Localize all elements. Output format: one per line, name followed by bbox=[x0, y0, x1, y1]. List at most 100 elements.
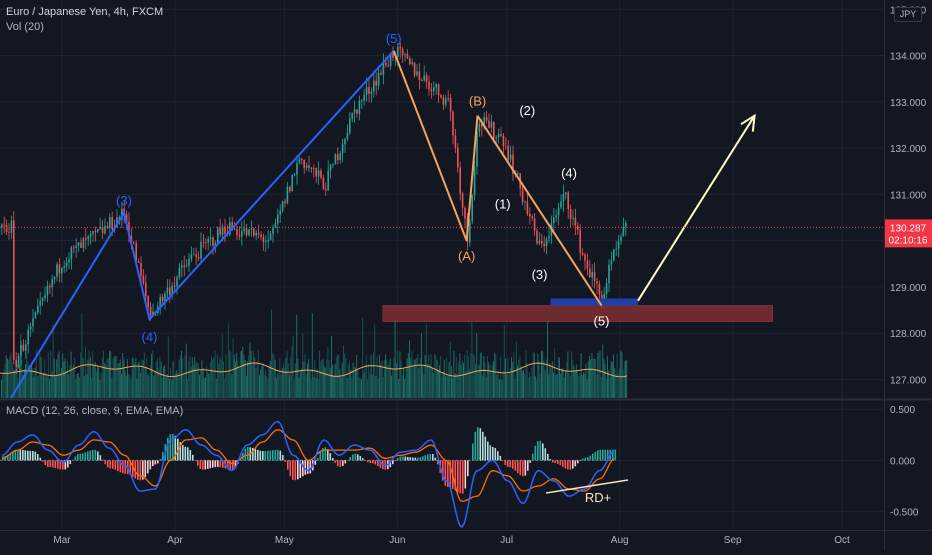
macd-histogram-bar bbox=[79, 453, 82, 461]
volume-bar bbox=[518, 359, 520, 398]
candle-body bbox=[219, 228, 221, 235]
volume-bar bbox=[368, 363, 370, 398]
volume-bar bbox=[122, 353, 124, 398]
candle-body bbox=[25, 344, 27, 351]
currency-button[interactable]: JPY bbox=[894, 7, 922, 22]
volume-bar bbox=[501, 379, 503, 398]
macd-histogram-bar bbox=[47, 460, 49, 467]
volume-bar bbox=[11, 362, 13, 398]
volume-bar bbox=[233, 354, 235, 398]
candle-body bbox=[505, 145, 507, 147]
candle-body bbox=[593, 272, 596, 282]
candle-body bbox=[517, 173, 519, 175]
volume-bar bbox=[566, 362, 568, 398]
volume-bar bbox=[28, 364, 30, 398]
macd-histogram-bar bbox=[397, 457, 399, 461]
macd-histogram-bar bbox=[529, 460, 532, 463]
macd-histogram-bar bbox=[314, 460, 317, 465]
candle-body bbox=[77, 242, 80, 246]
volume-bar bbox=[95, 371, 97, 398]
volume-bar bbox=[128, 373, 130, 398]
volume-bar bbox=[197, 362, 199, 398]
candle-body bbox=[104, 226, 106, 234]
volume-bar bbox=[231, 374, 233, 398]
elliott-correction-line bbox=[476, 115, 603, 306]
volume-bar bbox=[203, 378, 205, 398]
volume-bar bbox=[419, 357, 421, 398]
candle-body bbox=[193, 254, 195, 256]
y-tick-label: 132.000 bbox=[890, 144, 927, 155]
candle-body bbox=[137, 261, 140, 263]
volume-bar bbox=[584, 373, 586, 398]
volume-bar bbox=[25, 364, 26, 398]
volume-bar bbox=[477, 370, 479, 398]
volume-bar bbox=[608, 370, 610, 398]
x-tick-label: Aug bbox=[611, 535, 629, 546]
macd-histogram-bar bbox=[129, 460, 132, 476]
candle-body bbox=[65, 262, 68, 267]
macd-histogram-bar bbox=[477, 427, 479, 461]
macd-histogram-bar bbox=[24, 450, 27, 461]
volume-bar bbox=[497, 369, 499, 398]
volume-bar bbox=[205, 377, 206, 398]
macd-histogram-bar bbox=[109, 460, 112, 469]
volume-bar bbox=[129, 374, 131, 398]
volume-bar bbox=[433, 373, 434, 398]
volume-bar bbox=[91, 378, 92, 398]
macd-histogram-bar bbox=[192, 454, 194, 461]
candle-body bbox=[49, 286, 51, 288]
volume-bar bbox=[406, 358, 408, 398]
candle-body bbox=[389, 53, 392, 67]
candle-body bbox=[598, 283, 601, 295]
macd-histogram-bar bbox=[267, 450, 269, 461]
macd-histogram-bar bbox=[579, 460, 582, 461]
volume-bar bbox=[277, 373, 278, 398]
candle-body bbox=[298, 158, 301, 164]
volume-bar bbox=[315, 378, 317, 398]
macd-histogram-bar bbox=[449, 460, 452, 488]
macd-histogram-bar bbox=[614, 449, 617, 461]
volume-bar bbox=[32, 368, 34, 398]
volume-bar bbox=[273, 354, 275, 398]
volume-bar bbox=[524, 374, 526, 398]
volume-bar bbox=[512, 362, 514, 398]
volume-bar bbox=[367, 378, 368, 398]
macd-histogram-bar bbox=[229, 460, 232, 470]
volume-bar bbox=[265, 369, 266, 398]
macd-histogram-bar bbox=[269, 450, 272, 461]
candle-body bbox=[464, 207, 466, 219]
volume-bar bbox=[587, 361, 589, 398]
volume-bar bbox=[15, 367, 17, 398]
candle-body bbox=[469, 220, 471, 243]
candle-body bbox=[99, 226, 101, 230]
macd-histogram-bar bbox=[489, 445, 492, 461]
macd-histogram-bar bbox=[412, 457, 414, 461]
macd-histogram-bar bbox=[204, 460, 207, 470]
volume-bar bbox=[381, 360, 383, 398]
volume-bar bbox=[73, 364, 74, 398]
y-tick-label: 131.000 bbox=[890, 190, 927, 201]
candle-body bbox=[46, 286, 49, 296]
volume-bar bbox=[442, 372, 444, 398]
volume-bar bbox=[261, 366, 263, 398]
volume-bar bbox=[27, 360, 29, 398]
volume-bar bbox=[531, 367, 533, 398]
candle-body bbox=[397, 46, 399, 57]
volume-bar bbox=[328, 360, 330, 398]
macd-histogram-bar bbox=[602, 449, 604, 461]
candle-body bbox=[147, 295, 149, 307]
volume-bar bbox=[109, 350, 110, 398]
volume-bar bbox=[75, 379, 77, 398]
macd-legend: MACD (12, 26, close, 9, EMA, EMA) bbox=[6, 405, 184, 417]
candle-body bbox=[135, 243, 137, 262]
volume-bar bbox=[67, 361, 68, 398]
macd-histogram-bar bbox=[147, 460, 149, 474]
volume-bar bbox=[29, 368, 31, 398]
candle-body bbox=[142, 275, 145, 284]
candle-body bbox=[217, 228, 219, 243]
candle-body bbox=[481, 123, 483, 127]
volume-bar bbox=[175, 372, 176, 398]
volume-bar bbox=[223, 361, 224, 398]
candle-body bbox=[269, 233, 272, 240]
